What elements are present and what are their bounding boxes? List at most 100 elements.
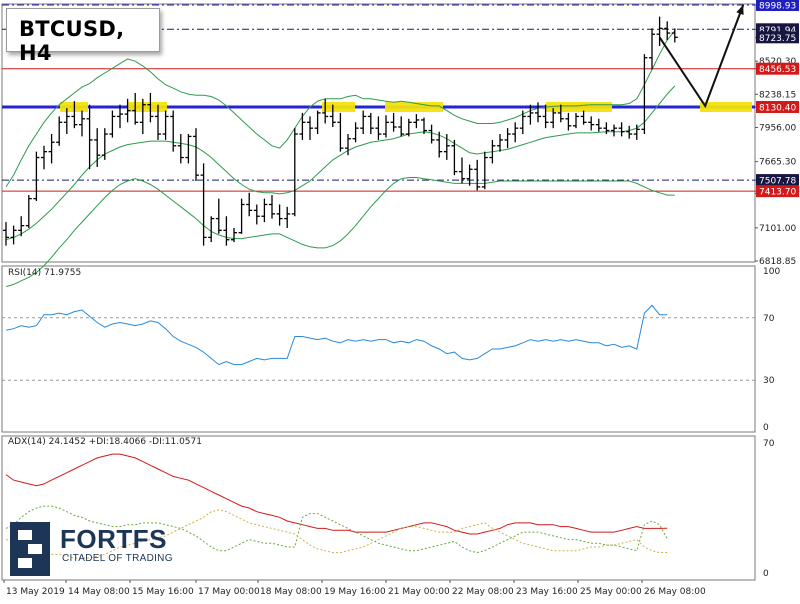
ohlc-bar (18, 216, 25, 237)
time-tick-label: 14 May 08:00 (68, 587, 130, 597)
ohlc-bar (641, 54, 648, 135)
ohlc-bar (542, 104, 549, 129)
plus-di-line (5, 505, 668, 554)
ohlc-bar (519, 110, 526, 135)
logo-name: FORTFS (60, 524, 167, 554)
rsi-tick-label: 70 (763, 314, 775, 324)
ohlc-bar (193, 128, 199, 182)
rsi-indicator-label: RSI(14) 71.9755 (8, 268, 82, 278)
price-tag-label: 8723.75 (759, 34, 796, 44)
ohlc-bar (86, 104, 93, 170)
ohlc-bar (337, 112, 344, 152)
ohlc-bar (109, 110, 116, 138)
ohlc-bar (291, 128, 298, 217)
panel-frame-1 (1, 3, 756, 263)
price-tag-box (756, 0, 799, 11)
ohlc-bar (208, 216, 215, 243)
ohlc-bar (626, 125, 633, 139)
ohlc-bar (474, 159, 481, 191)
ohlc-bar (436, 131, 443, 158)
ohlc-bar (459, 157, 465, 184)
ohlc-bar (671, 28, 678, 43)
price-tag-label: 8791.94 (759, 26, 796, 36)
panel-frame-3 (1, 435, 756, 581)
price-tag-label: 8998.93 (759, 2, 796, 12)
forecast-arrowhead (736, 5, 744, 15)
ohlc-bar (155, 104, 161, 140)
ohlc-bar (139, 98, 146, 135)
ohlc-bar (223, 216, 230, 246)
ohlc-bar (299, 112, 306, 140)
price-tag-box (756, 31, 799, 44)
ohlc-bar (352, 122, 359, 143)
ohlc-bar (56, 116, 63, 146)
ohlc-bar (367, 112, 374, 135)
time-tick-label: 15 May 16:00 (132, 587, 194, 597)
key-level-highlight (700, 101, 752, 112)
adx-line (5, 453, 668, 535)
price-tag-label: 8130.40 (759, 103, 796, 113)
price-tag-box (756, 185, 799, 198)
ohlc-bar (41, 145, 47, 170)
forecast-path (658, 4, 745, 109)
time-tick-label: 25 May 00:00 (580, 587, 642, 597)
price-tag-box (756, 174, 799, 187)
time-tick-label: 18 May 08:00 (260, 587, 322, 597)
key-level-highlight (127, 101, 167, 112)
ohlc-bar (269, 195, 275, 219)
ohlc-bar (117, 104, 123, 129)
ohlc-bar (656, 16, 663, 46)
rsi-tick-label: 0 (763, 423, 769, 433)
ohlc-bar (390, 112, 397, 132)
ohlc-bar (611, 124, 617, 137)
ohlc-bar (177, 134, 184, 164)
ohlc-bar (618, 122, 625, 137)
ohlc-bar (345, 134, 351, 156)
price-tick-label: 7956.00 (759, 123, 796, 133)
chart-title: BTCUSD, H4 (19, 17, 125, 65)
ohlc-bar (565, 112, 572, 131)
time-tick-label: 26 May 08:00 (644, 587, 706, 597)
price-tag-box (756, 100, 799, 113)
ohlc-bar (398, 116, 405, 137)
rsi-tick-label: 100 (763, 267, 780, 277)
ohlc-bar (649, 28, 655, 70)
ohlc-bar (329, 104, 336, 127)
ohlc-bar (489, 139, 496, 164)
ohlc-bar (421, 117, 427, 135)
rsi-tick-label: 30 (763, 376, 775, 386)
ohlc-bar (466, 164, 473, 186)
time-tick-label: 19 May 16:00 (324, 587, 386, 597)
ohlc-bar (413, 114, 420, 129)
minus-di-line (5, 509, 668, 559)
price-tick-label: 7101.00 (759, 224, 796, 234)
time-tick-label: 17 May 00:00 (198, 587, 260, 597)
ohlc-bar (633, 124, 640, 140)
ohlc-bar (557, 104, 564, 123)
ohlc-bar (3, 222, 9, 246)
adx-tick-label: 0 (763, 569, 769, 579)
ohlc-bar (405, 118, 412, 137)
adx-tick-label: 70 (763, 439, 775, 449)
ohlc-bar (71, 101, 78, 129)
ohlc-bar (147, 92, 154, 123)
key-level-highlight (546, 101, 612, 112)
ohlc-bar (253, 204, 260, 225)
ohlc-bar (588, 116, 595, 131)
ohlc-bar (79, 110, 85, 137)
key-level-highlight (322, 101, 355, 112)
ohlc-bar (246, 192, 253, 217)
bollinger-upper-band (5, 30, 676, 188)
price-tick-label: 6818.85 (759, 257, 796, 267)
ohlc-bar (550, 108, 557, 129)
ohlc-bar (451, 139, 458, 176)
ohlc-bar (185, 134, 192, 164)
key-level-highlight (385, 101, 443, 112)
ohlc-bar (132, 92, 139, 125)
ohlc-bar (322, 98, 329, 124)
ohlc-bar (603, 122, 610, 135)
price-tick-label: 8238.15 (759, 90, 796, 100)
ohlc-bar (512, 122, 519, 143)
adx-indicator-label: ADX(14) 24.1452 +DI:18.4066 -DI:11.0571 (8, 437, 202, 447)
